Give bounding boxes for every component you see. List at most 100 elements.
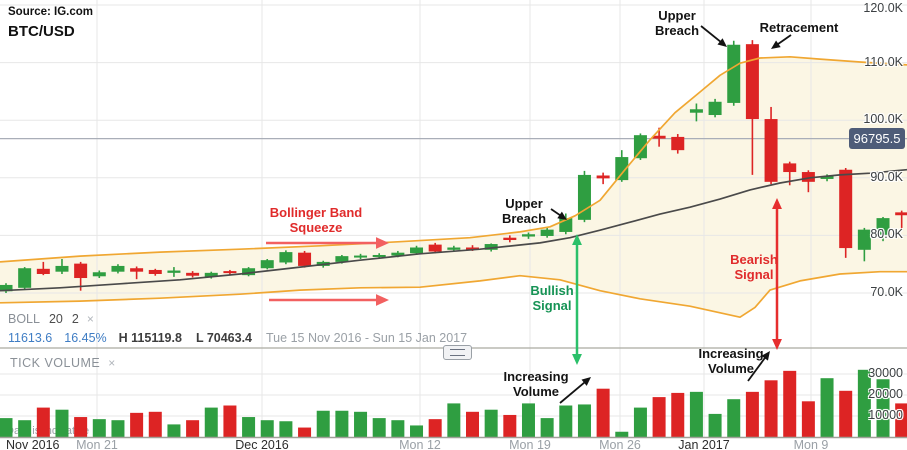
indicator-deviation: 2 bbox=[71, 312, 79, 326]
volume-bar bbox=[466, 411, 479, 437]
volume-bar bbox=[820, 378, 834, 437]
annotation-increasing-volume-1: Increasing Volume bbox=[503, 369, 569, 399]
volume-close-icon[interactable]: × bbox=[108, 356, 116, 370]
candlestick bbox=[167, 270, 181, 273]
candlestick bbox=[279, 252, 293, 263]
source-label: Source: IG.com bbox=[8, 6, 93, 18]
candlestick bbox=[74, 263, 88, 279]
candlestick bbox=[204, 272, 218, 277]
arrowhead bbox=[581, 377, 591, 386]
volume-bar bbox=[223, 405, 237, 437]
volume-bar bbox=[316, 410, 330, 437]
bollinger-lower-band bbox=[0, 270, 907, 319]
annotation-increasing-volume-2: Increasing Volume bbox=[698, 346, 764, 376]
volume-bar bbox=[167, 424, 181, 437]
arrowhead bbox=[717, 38, 727, 47]
volume-bar bbox=[839, 390, 853, 437]
volume-bar bbox=[447, 403, 461, 437]
volume-bar bbox=[801, 401, 815, 437]
candlestick bbox=[820, 176, 834, 179]
volume-bar bbox=[764, 380, 778, 437]
candlestick bbox=[354, 255, 368, 258]
candlestick bbox=[764, 119, 778, 182]
candlestick bbox=[298, 252, 312, 266]
volume-bar bbox=[521, 403, 535, 437]
date-range: Tue 15 Nov 2016 - Sun 15 Jan 2017 bbox=[266, 331, 468, 345]
candlestick bbox=[92, 272, 106, 277]
price-axis-label: 80.0K bbox=[870, 227, 903, 242]
volume-bar bbox=[727, 399, 741, 437]
arrowhead bbox=[572, 234, 582, 245]
candlestick bbox=[633, 135, 647, 159]
pane-resize-handle[interactable] bbox=[443, 345, 472, 360]
indicator-legend: BOLL 20 2 × bbox=[8, 312, 94, 326]
price-axis-label: 100.0K bbox=[863, 112, 903, 127]
indicator-values: 11613.6 16.45% H 115119.8 L 70463.4 Tue 15 N… bbox=[8, 331, 467, 345]
price-axis-label: 70.0K bbox=[870, 285, 903, 299]
candlestick bbox=[18, 268, 32, 288]
candlestick bbox=[130, 268, 144, 272]
candlestick bbox=[223, 271, 237, 274]
annotation-upper-breach-1: Upper Breach bbox=[501, 196, 547, 226]
arrowhead bbox=[771, 40, 781, 49]
x-axis-label: Mon 21 bbox=[76, 438, 118, 450]
indicator-value: 11613.6 bbox=[8, 331, 53, 345]
volume-bar bbox=[130, 412, 144, 437]
volume-bar bbox=[857, 369, 871, 437]
candlestick bbox=[466, 247, 479, 250]
indicator-name: BOLL bbox=[8, 312, 40, 326]
volume-bar bbox=[503, 414, 517, 437]
candlestick bbox=[652, 135, 666, 139]
volume-bar bbox=[428, 419, 442, 437]
x-axis-label: Dec 2016 bbox=[235, 438, 289, 450]
moving-average-line bbox=[0, 168, 907, 292]
volume-bar bbox=[260, 420, 274, 437]
candlestick bbox=[503, 237, 517, 241]
volume-bar bbox=[111, 420, 125, 437]
candlestick bbox=[260, 260, 274, 269]
x-axis-label: Mon 26 bbox=[599, 438, 641, 450]
arrowhead bbox=[772, 198, 782, 209]
volume-bar bbox=[92, 419, 106, 437]
candlestick bbox=[335, 256, 349, 262]
arrow-stem bbox=[747, 354, 768, 382]
indicator-close-icon[interactable]: × bbox=[86, 312, 94, 326]
volume-bar bbox=[204, 407, 218, 437]
candlestick bbox=[447, 247, 461, 250]
candlestick bbox=[876, 218, 890, 235]
volume-bar bbox=[354, 411, 368, 437]
candlestick bbox=[372, 254, 386, 257]
bollinger-upper-band bbox=[0, 55, 907, 263]
bollinger-band-fill bbox=[0, 56, 907, 318]
candlestick bbox=[596, 175, 610, 179]
volume-bar bbox=[633, 407, 647, 437]
volume-bar bbox=[410, 425, 424, 437]
arrowhead bbox=[376, 294, 389, 306]
volume-bar bbox=[298, 427, 312, 437]
volume-bar bbox=[36, 407, 50, 437]
volume-bar bbox=[391, 420, 405, 437]
x-axis-label: Jan 2017 bbox=[678, 438, 730, 450]
arrowhead bbox=[572, 354, 582, 365]
volume-bar bbox=[596, 388, 610, 437]
x-axis-label: Mon 12 bbox=[399, 438, 441, 450]
x-axis-label: Mon 9 bbox=[793, 438, 829, 450]
candlestick bbox=[895, 212, 907, 216]
volume-bar bbox=[484, 409, 498, 437]
volume-legend: TICK VOLUME × bbox=[10, 356, 116, 370]
current-price-tag: 96795.5 bbox=[849, 128, 905, 149]
candlestick bbox=[801, 172, 815, 182]
candlestick bbox=[242, 268, 256, 276]
price-axis-label: 90.0K bbox=[870, 169, 903, 184]
price-axis-label: 110.0K bbox=[864, 54, 903, 69]
candlestick bbox=[540, 229, 554, 236]
volume-bar bbox=[615, 431, 629, 437]
candlestick bbox=[745, 44, 759, 120]
annotation-bearish-signal: Bearish Signal bbox=[730, 252, 778, 282]
arrowhead bbox=[761, 351, 770, 361]
volume-bar bbox=[745, 391, 759, 437]
volume-bar bbox=[708, 413, 722, 437]
